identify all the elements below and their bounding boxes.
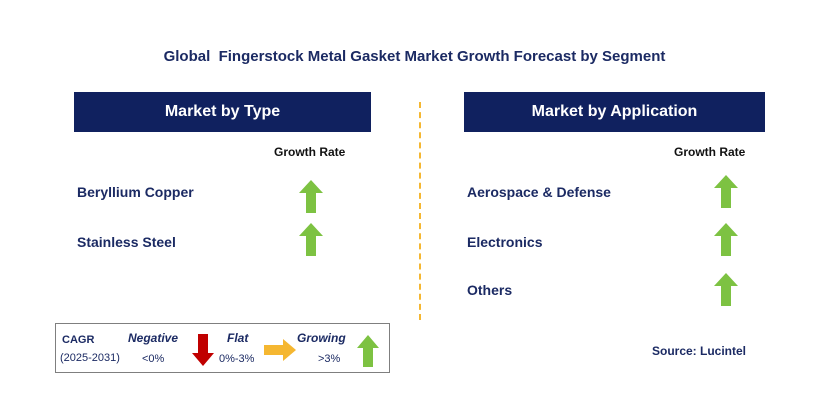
right-arrow-icon — [264, 339, 296, 361]
up-arrow-icon — [357, 335, 379, 367]
negative-range: <0% — [142, 353, 165, 365]
up-arrow-icon — [299, 223, 323, 256]
source-label: Source: Lucintel — [652, 344, 747, 358]
page-title: Global Fingerstock Metal Gasket Market G… — [163, 48, 666, 65]
negative-label: Negative — [128, 331, 179, 345]
type-row-label: Beryllium Copper — [77, 184, 194, 200]
up-arrow-icon — [714, 175, 738, 208]
up-arrow-icon — [714, 223, 738, 256]
application-growth-rate-header: Growth Rate — [674, 145, 746, 159]
market-by-type-header: Market by Type — [74, 92, 371, 132]
application-row-label: Electronics — [467, 234, 543, 250]
flat-label: Flat — [227, 331, 249, 345]
type-growth-rate-header: Growth Rate — [274, 145, 346, 159]
growing-label: Growing — [297, 331, 346, 345]
application-row-label: Others — [467, 282, 513, 298]
type-row-label: Stainless Steel — [77, 234, 176, 250]
growing-range: >3% — [318, 353, 341, 365]
application-row-label: Aerospace & Defense — [467, 184, 611, 200]
down-arrow-icon — [192, 334, 214, 366]
market-by-application-header: Market by Application — [464, 92, 765, 132]
panel-divider — [419, 102, 421, 320]
flat-range: 0%-3% — [219, 353, 255, 365]
cagr-period: (2025-2031) — [60, 352, 120, 364]
up-arrow-icon — [714, 273, 738, 306]
cagr-label: CAGR — [62, 334, 95, 346]
up-arrow-icon — [299, 180, 323, 213]
cagr-legend — [55, 323, 390, 373]
